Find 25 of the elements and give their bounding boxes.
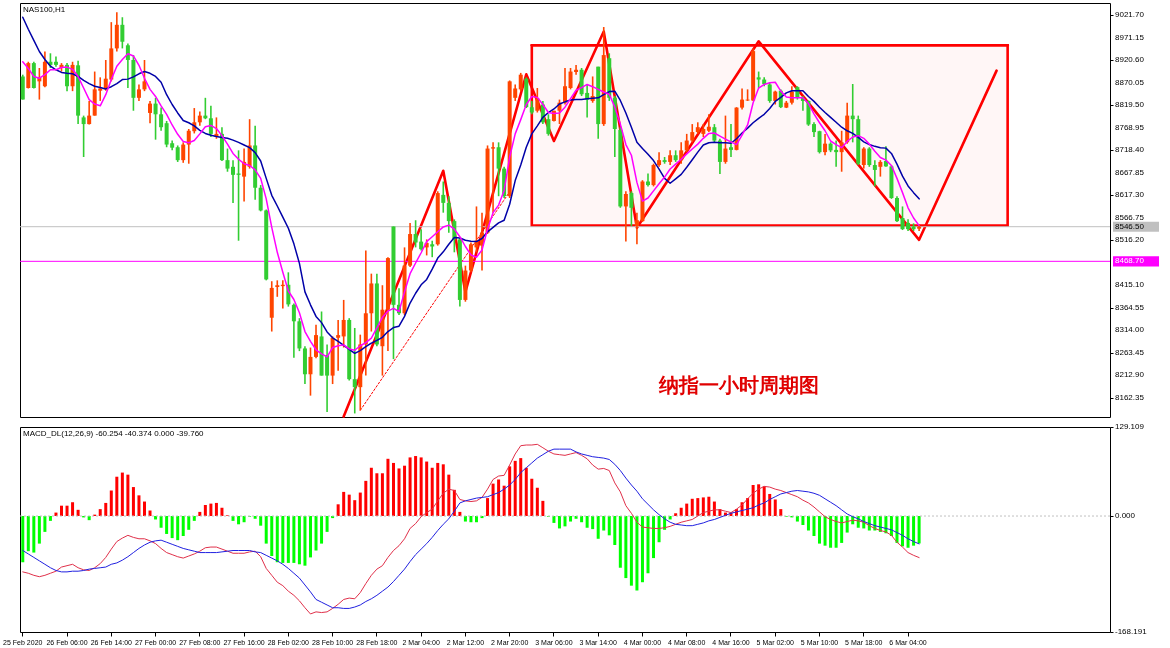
y-tick-label: 129.109 [1115, 422, 1145, 431]
annotation: 纳指一小时周期图 [658, 372, 820, 397]
y-tick-label: 8617.30 [1115, 190, 1145, 200]
ref-line-label: 8546.50 [1115, 221, 1145, 231]
y-tick-label: 8718.40 [1115, 145, 1145, 155]
y-tick-label: 8263.45 [1115, 347, 1145, 357]
y-tick-label: 0.000 [1115, 511, 1136, 521]
y-tick-label: -168.191 [1115, 627, 1148, 636]
y-tick-label: 8314.00 [1115, 325, 1145, 335]
y-tick-label: 8212.90 [1115, 370, 1145, 380]
y-tick-label: 8415.10 [1115, 280, 1145, 290]
y-tick-label: 8566.75 [1115, 212, 1145, 222]
chart-title: NAS100,H1 [23, 5, 66, 14]
y-tick-label: 8667.85 [1115, 167, 1145, 177]
y-tick-label: 8162.35 [1115, 392, 1145, 402]
y-tick-label: 8920.60 [1115, 55, 1145, 65]
y-tick-label: 8870.05 [1115, 77, 1145, 87]
y-tick-label: 8819.50 [1115, 100, 1145, 110]
y-tick-label: 8364.55 [1115, 302, 1145, 312]
y-tick-label: 8971.15 [1115, 32, 1145, 42]
y-tick-label: 8516.20 [1115, 235, 1145, 245]
chart-title: MACD_DL(12,26,9) -60.254 -40.374 0.000 -39.760 [23, 429, 205, 438]
y-tick-label: 9021.70 [1115, 10, 1145, 20]
y-tick-label: 8768.95 [1115, 122, 1145, 132]
ref-line-label: 8468.70 [1115, 256, 1145, 266]
